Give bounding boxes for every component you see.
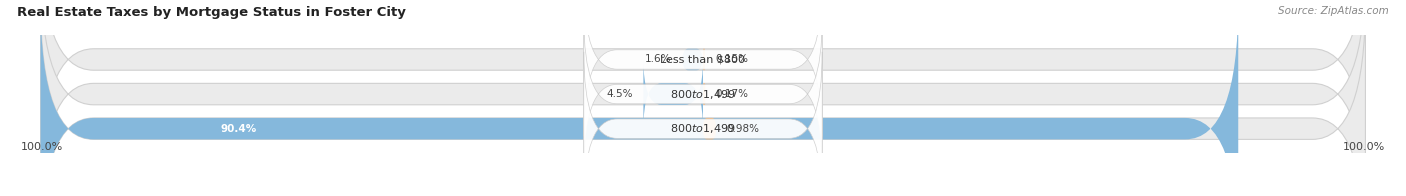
Text: Source: ZipAtlas.com: Source: ZipAtlas.com [1278, 6, 1389, 16]
FancyBboxPatch shape [41, 1, 1239, 196]
FancyBboxPatch shape [41, 0, 1365, 187]
Text: 0.98%: 0.98% [727, 124, 759, 134]
Text: Real Estate Taxes by Mortgage Status in Foster City: Real Estate Taxes by Mortgage Status in … [17, 6, 406, 19]
FancyBboxPatch shape [41, 1, 1365, 196]
FancyBboxPatch shape [703, 118, 716, 139]
FancyBboxPatch shape [583, 0, 823, 136]
Text: 100.0%: 100.0% [21, 142, 63, 152]
Text: 4.5%: 4.5% [606, 89, 633, 99]
Text: 90.4%: 90.4% [221, 124, 256, 134]
Text: $800 to $1,499: $800 to $1,499 [671, 122, 735, 135]
FancyBboxPatch shape [682, 49, 703, 70]
Text: 0.15%: 0.15% [716, 54, 748, 64]
Text: 0.17%: 0.17% [716, 89, 749, 99]
Text: Less than $800: Less than $800 [661, 54, 745, 64]
FancyBboxPatch shape [583, 17, 823, 171]
Text: $800 to $1,499: $800 to $1,499 [671, 88, 735, 101]
FancyBboxPatch shape [703, 83, 706, 105]
FancyBboxPatch shape [644, 58, 703, 130]
Text: 1.6%: 1.6% [645, 54, 671, 64]
FancyBboxPatch shape [703, 49, 704, 70]
Text: 100.0%: 100.0% [1343, 142, 1385, 152]
FancyBboxPatch shape [583, 52, 823, 196]
FancyBboxPatch shape [41, 0, 1365, 196]
Legend: Without Mortgage, With Mortgage: Without Mortgage, With Mortgage [586, 193, 820, 196]
